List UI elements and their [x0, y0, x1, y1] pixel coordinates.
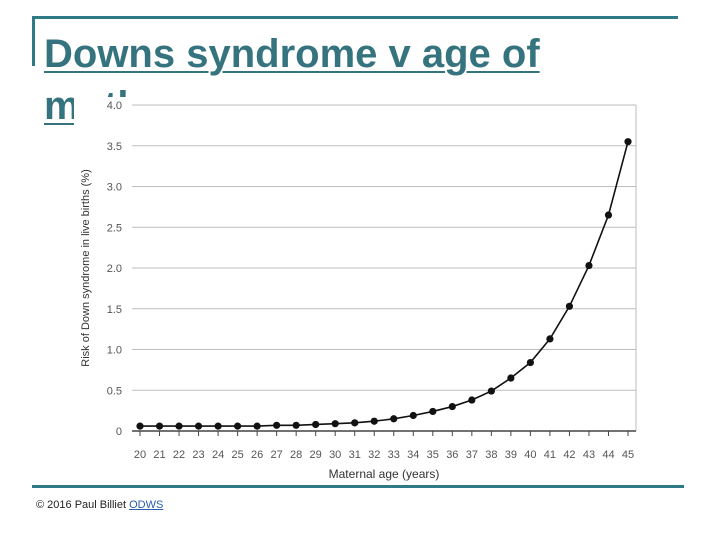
x-tick-label: 23	[192, 449, 204, 461]
x-tick-label: 45	[622, 449, 634, 461]
x-tick-label: 26	[251, 449, 263, 461]
data-point	[155, 422, 164, 430]
grid-layer	[132, 104, 637, 432]
data-point	[175, 422, 183, 430]
series-layer	[136, 138, 632, 430]
footer: © 2016 Paul Billiet ODWS	[36, 499, 163, 511]
copyright-text: © 2016 Paul Billiet	[36, 499, 127, 511]
data-point	[351, 419, 359, 427]
x-tick-label: 38	[485, 449, 497, 461]
x-tick-label: 33	[388, 449, 400, 461]
x-tick-label: 28	[290, 449, 302, 461]
x-axis-title: Maternal age (years)	[329, 467, 440, 481]
x-tick-label: 32	[368, 449, 380, 461]
x-tick-label: 22	[173, 449, 185, 461]
data-point	[331, 420, 339, 428]
data-point	[136, 422, 144, 430]
data-point	[448, 402, 456, 411]
x-tick-label: 44	[602, 449, 614, 461]
odws-link[interactable]: ODWS	[129, 499, 164, 511]
x-tick-label: 35	[427, 449, 439, 461]
data-point	[292, 421, 300, 429]
data-point	[312, 420, 320, 429]
data-point	[214, 422, 222, 430]
y-tick-label: 1.5	[107, 304, 122, 316]
x-tick-label: 37	[466, 449, 478, 461]
x-tick-label: 21	[153, 449, 165, 461]
x-tick-label: 42	[563, 449, 575, 461]
chart-svg: 0 0.5 1.0 1.5 2.0 2.5 3.0 3.5 4.0 20 21 22 23 24 25 26 2…	[80, 100, 637, 481]
data-point	[546, 335, 554, 343]
data-point	[507, 374, 515, 382]
data-point	[624, 138, 632, 146]
y-tick-label: 4.0	[107, 100, 122, 112]
x-tick-label: 24	[212, 449, 224, 461]
x-tick-label: 27	[271, 449, 283, 461]
data-point	[585, 261, 593, 270]
series-line	[140, 141, 629, 427]
chart: 0 0.5 1.0 1.5 2.0 2.5 3.0 3.5 4.0 20 21 22 23 24 25 26 2…	[74, 97, 644, 483]
y-tick-label: 3.5	[107, 141, 122, 153]
y-tick-label: 2.5	[107, 222, 122, 234]
x-tick-label: 34	[407, 449, 419, 461]
data-point	[429, 407, 437, 416]
x-tick-label: 40	[524, 449, 536, 461]
y-tick-label: 2.0	[107, 263, 122, 275]
frame-top-rule	[32, 16, 678, 19]
data-point	[526, 358, 534, 367]
data-point	[390, 415, 398, 423]
y-tick-label: 3.0	[107, 182, 122, 194]
data-point	[273, 421, 281, 429]
y-tick-label: 0	[116, 426, 122, 438]
x-tick-label: 39	[505, 449, 517, 461]
y-tick-label: 1.0	[107, 345, 122, 357]
data-point	[565, 302, 574, 310]
frame-left-rule	[32, 16, 35, 66]
x-tick-label: 25	[231, 449, 243, 461]
y-tick-label: 0.5	[107, 385, 122, 397]
data-point	[409, 411, 417, 420]
x-tick-label: 43	[583, 449, 595, 461]
data-point	[468, 396, 476, 404]
x-tick-label: 30	[329, 449, 341, 461]
axis-layer	[132, 430, 636, 436]
label-layer: 0 0.5 1.0 1.5 2.0 2.5 3.0 3.5 4.0 20 21 22 23 24 25 26 2…	[80, 100, 634, 481]
data-point	[194, 422, 203, 430]
y-axis-title: Risk of Down syndrome in live births (%)	[80, 169, 92, 366]
data-point	[604, 211, 613, 219]
x-tick-label: 41	[544, 449, 556, 461]
x-tick-label: 29	[310, 449, 322, 461]
data-point	[370, 417, 378, 425]
data-point	[253, 422, 261, 430]
x-tick-label: 36	[446, 449, 458, 461]
x-tick-label: 20	[134, 449, 146, 461]
data-point	[487, 387, 495, 395]
frame-bottom-rule	[32, 485, 684, 488]
x-tick-label: 31	[349, 449, 361, 461]
data-point	[234, 422, 242, 430]
